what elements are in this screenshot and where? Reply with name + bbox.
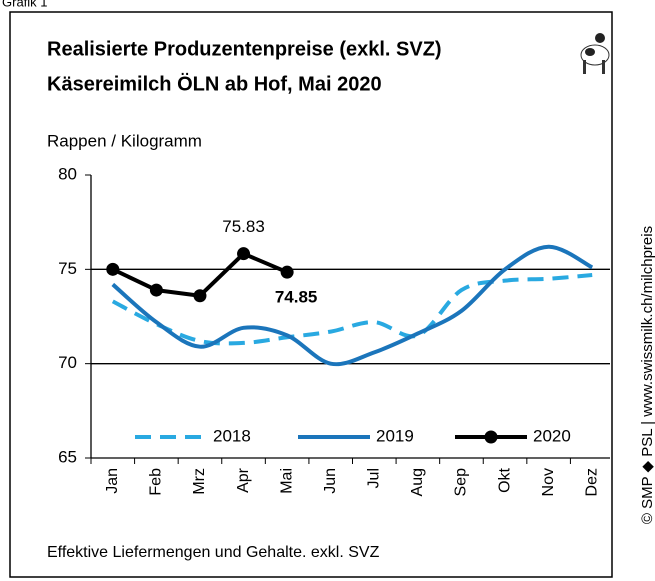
legend-label: 2020 — [533, 426, 571, 445]
x-tick-label: Okt — [496, 467, 513, 492]
y-axis-label: Rappen / Kilogramm — [47, 131, 202, 150]
x-tick-label: Aug — [409, 468, 426, 496]
chart-subtitle: Käsereimilch ÖLN ab Hof, Mai 2020 — [47, 72, 382, 95]
data-label: 74.85 — [275, 288, 318, 307]
footnote: Effektive Liefermengen und Gehalte. exkl… — [47, 544, 380, 561]
legend-label: 2019 — [376, 426, 414, 445]
series-line — [111, 244, 594, 367]
x-tick-label: Mrz — [191, 468, 208, 495]
legend-label: 2018 — [213, 426, 251, 445]
y-tick-label: 65 — [58, 447, 77, 466]
y-tick-label: 70 — [58, 353, 77, 372]
marker — [237, 247, 251, 261]
x-tick-label: Feb — [148, 468, 165, 496]
data-label: 75.83 — [222, 217, 265, 236]
marker — [193, 289, 207, 303]
header-label: Grafik 1 — [2, 0, 48, 9]
x-tick-label: Apr — [235, 467, 252, 493]
x-tick-label: Jul — [366, 468, 383, 488]
cow-icon — [580, 33, 610, 74]
series-line — [111, 273, 593, 346]
chart-title: Realisierte Produzentenpreise (exkl. SVZ… — [47, 38, 442, 60]
x-tick-label: Dez — [583, 468, 600, 496]
legend-marker — [484, 430, 498, 444]
marker — [280, 265, 294, 279]
x-tick-label: Sep — [453, 468, 470, 497]
x-tick-label: Jan — [104, 468, 121, 494]
x-tick-label: Mai — [278, 468, 295, 494]
x-tick-label: Nov — [540, 468, 557, 496]
marker — [149, 283, 163, 297]
x-tick-label: Jun — [322, 468, 339, 494]
source: © SMP ◆ PSL | www.swissmilk.ch/milchprei… — [639, 226, 655, 524]
marker — [106, 262, 120, 276]
y-tick-label: 75 — [58, 259, 77, 278]
y-tick-label: 80 — [58, 164, 77, 183]
frame — [9, 11, 613, 578]
